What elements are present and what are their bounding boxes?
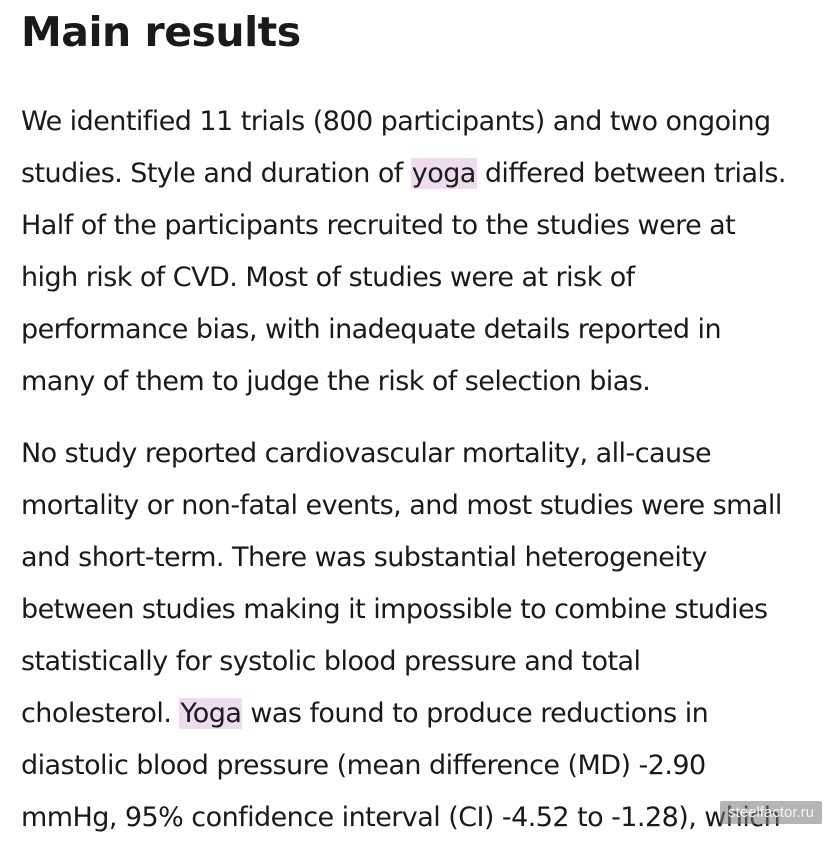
text-line: mortality or non-fatal events, and most … bbox=[21, 490, 782, 521]
text-line: No study reported cardiovascular mortali… bbox=[21, 438, 712, 469]
paragraph-outcomes: No study reported cardiovascular mortali… bbox=[21, 428, 782, 844]
text-line: cholesterol. Yoga was found to produce r… bbox=[21, 698, 709, 729]
text-line: diastolic blood pressure (mean differenc… bbox=[21, 750, 706, 781]
text-line: We identified 11 trials (800 participant… bbox=[21, 106, 771, 137]
search-highlight: yoga bbox=[410, 158, 477, 189]
text-line: studies. Style and duration of yoga diff… bbox=[21, 158, 786, 189]
text-line: and short-term. There was substantial he… bbox=[21, 542, 707, 573]
paragraph-trials: We identified 11 trials (800 participant… bbox=[21, 96, 786, 408]
text-line: statistically for systolic blood pressur… bbox=[21, 646, 641, 677]
site-watermark: steelfactor.ru bbox=[720, 801, 822, 824]
text-line: high risk of CVD. Most of studies were a… bbox=[21, 262, 635, 293]
section-title: Main results bbox=[21, 8, 301, 56]
text-line: many of them to judge the risk of select… bbox=[21, 366, 651, 397]
text-line: Half of the participants recruited to th… bbox=[21, 210, 736, 241]
text-line: mmHg, 95% confidence interval (CI) -4.52… bbox=[21, 802, 781, 833]
text-line: performance bias, with inadequate detail… bbox=[21, 314, 722, 345]
search-highlight: Yoga bbox=[179, 698, 243, 729]
text-line: between studies making it impossible to … bbox=[21, 594, 768, 625]
